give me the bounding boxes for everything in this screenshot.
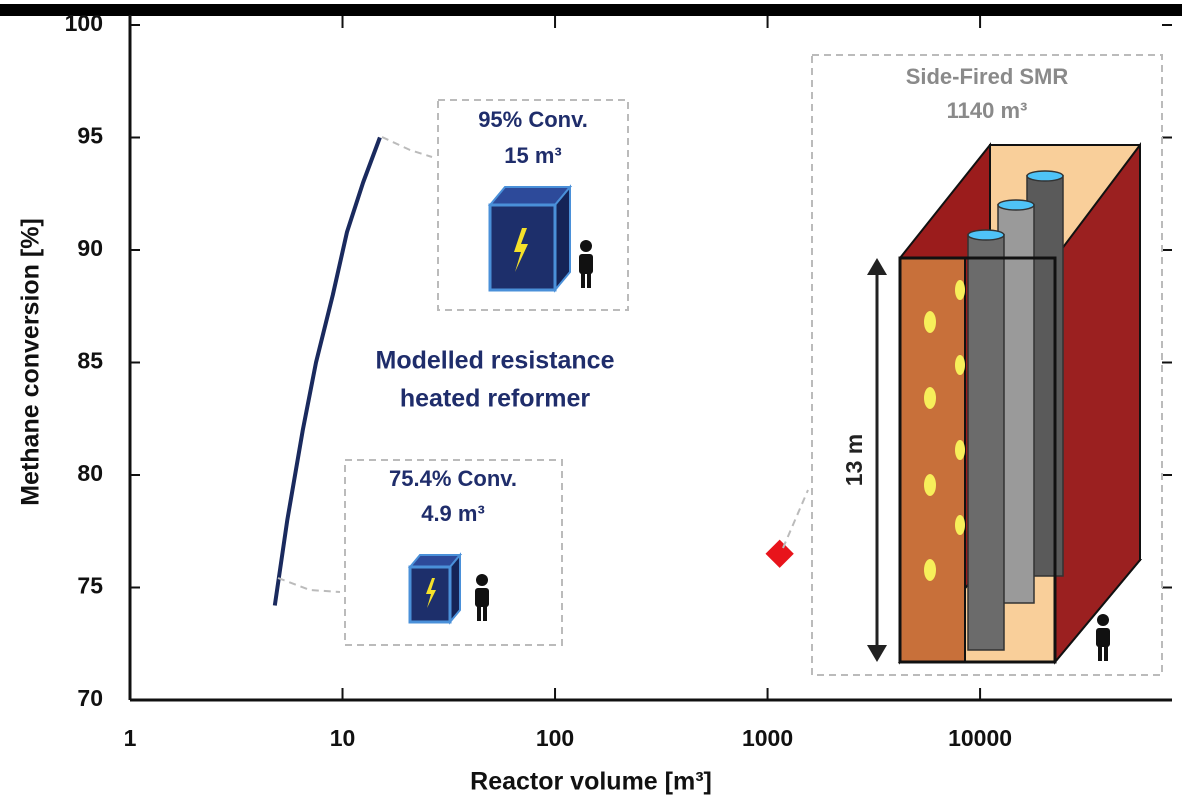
annotation: 13 m <box>841 434 867 486</box>
y-tick-label: 70 <box>77 685 103 711</box>
x-tick-label: 1000 <box>742 725 793 751</box>
x-tick-label: 1 <box>124 725 137 751</box>
reactor-icon <box>410 555 460 622</box>
annotation: 75.4% Conv. <box>389 466 517 491</box>
x-tick-label: 100 <box>536 725 574 751</box>
series-line <box>275 138 380 606</box>
chart: 70 75 80 85 90 95 100 1 10 100 1000 10000 Reactor vo… <box>0 0 1182 801</box>
y-tick-label: 90 <box>77 235 103 261</box>
person-icon <box>1096 614 1110 661</box>
leader-line <box>783 490 808 548</box>
annotation: 4.9 m³ <box>421 501 485 526</box>
series-label: heated reformer <box>400 385 591 413</box>
y-tick-label: 75 <box>77 573 103 599</box>
x-tick-label: 10 <box>330 725 356 751</box>
top-bar <box>0 4 1182 16</box>
annotation: Side-Fired SMR <box>906 64 1069 89</box>
y-tick-label: 80 <box>77 460 103 486</box>
y-axis-title: Methane conversion [%] <box>17 218 45 506</box>
series-label: Modelled resistance <box>376 347 615 375</box>
furnace-illustration <box>900 145 1140 662</box>
person-icon <box>475 574 489 621</box>
y-tick-label: 100 <box>65 10 103 36</box>
point <box>766 540 794 568</box>
person-icon <box>579 240 593 288</box>
reactor-icon <box>490 187 570 290</box>
height-arrow <box>867 258 887 662</box>
leader-line <box>278 578 340 592</box>
y-tick-label: 85 <box>77 348 103 374</box>
leader-line <box>382 137 432 157</box>
annotation: 15 m³ <box>504 143 561 168</box>
annotation: 1140 m³ <box>947 98 1028 123</box>
x-axis-title: Reactor volume [m³] <box>470 768 712 796</box>
x-tick-label: 10000 <box>948 725 1012 751</box>
annotation: 95% Conv. <box>478 107 588 132</box>
y-tick-label: 95 <box>77 123 103 149</box>
